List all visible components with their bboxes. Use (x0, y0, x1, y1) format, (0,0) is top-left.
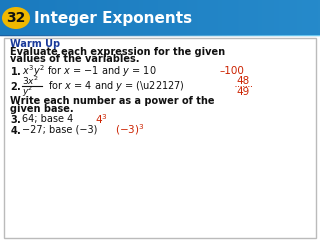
Text: values of the variables.: values of the variables. (10, 54, 140, 64)
Text: $(-3)^3$: $(-3)^3$ (115, 123, 145, 137)
Text: 48: 48 (236, 76, 249, 86)
Text: $\mathbf{3.}$: $\mathbf{3.}$ (10, 113, 21, 125)
Text: given base.: given base. (10, 104, 74, 114)
Text: $\mathbf{4.}$: $\mathbf{4.}$ (10, 124, 21, 136)
Text: Integer Exponents: Integer Exponents (34, 11, 192, 25)
Text: 32: 32 (6, 11, 26, 25)
Text: –100: –100 (220, 66, 245, 76)
Text: Evaluate each expression for the given: Evaluate each expression for the given (10, 47, 225, 57)
Text: $x^3y^2$ for $x$ = −1 and $y$ = 10: $x^3y^2$ for $x$ = −1 and $y$ = 10 (22, 63, 156, 79)
Text: −27; base (−3): −27; base (−3) (22, 125, 97, 135)
Text: $y^2$: $y^2$ (22, 85, 33, 99)
Text: $\mathbf{2.}$: $\mathbf{2.}$ (10, 80, 21, 92)
Text: $\mathbf{1.}$: $\mathbf{1.}$ (10, 65, 21, 77)
FancyBboxPatch shape (4, 38, 316, 238)
Text: $4^3$: $4^3$ (95, 112, 108, 126)
Bar (0, 0, 320, 35)
Text: for $x$ = 4 and $y$ = (\u22127): for $x$ = 4 and $y$ = (\u22127) (45, 79, 185, 93)
Text: $3x^2$: $3x^2$ (22, 75, 39, 87)
Text: 64; base 4: 64; base 4 (22, 114, 73, 124)
Text: Write each number as a power of the: Write each number as a power of the (10, 96, 214, 106)
Text: Warm Up: Warm Up (10, 39, 60, 49)
Text: 49: 49 (236, 87, 249, 97)
Ellipse shape (2, 7, 30, 29)
